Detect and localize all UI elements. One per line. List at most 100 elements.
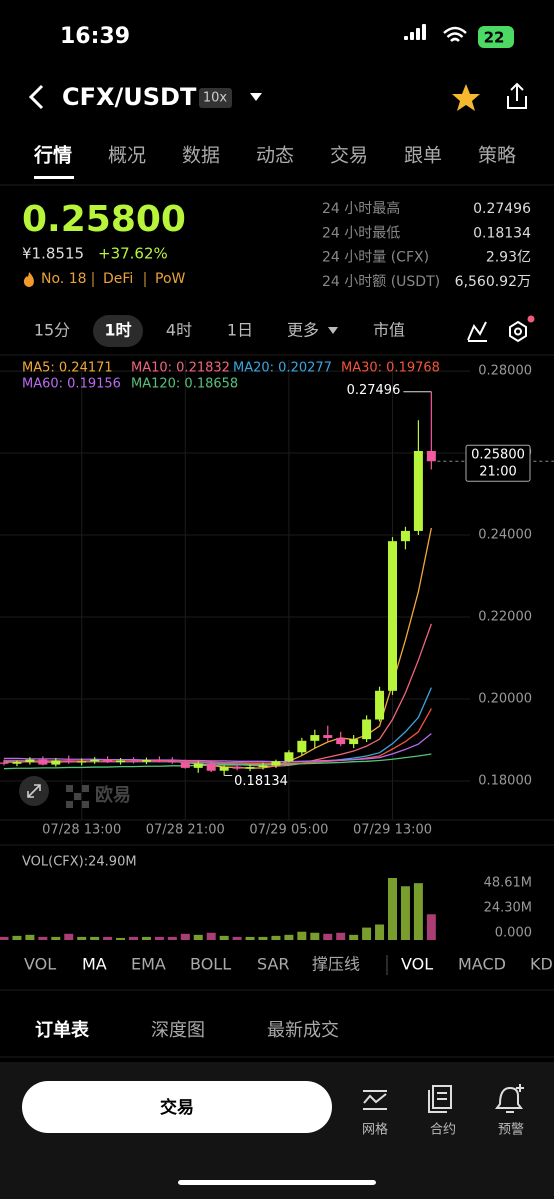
volume-bar [193,934,203,940]
indicator-icon[interactable] [467,321,487,342]
legend-entry: MA60: 0.19156 [22,377,121,392]
x-tick-label: 07/28 21:00 [146,823,225,838]
volume-tick-label: 24.30M [484,900,532,915]
trade-button-label[interactable]: 交易 [160,1097,194,1118]
volume-bar [51,936,61,940]
coin-tag: PoW [155,271,186,287]
candle-body [426,451,436,462]
nav-tab[interactable]: 交易 [330,145,368,167]
candle-body [323,735,333,738]
ma-line [3,753,432,770]
favorite-star[interactable] [452,84,480,111]
nav-tab[interactable]: 策略 [478,145,516,167]
candle-body [271,761,281,766]
wifi-icon [443,26,467,42]
indicator-tab[interactable]: EMA [131,955,166,974]
volume-bar [400,886,410,940]
nav-icon[interactable] [428,1085,452,1113]
nav-icon[interactable] [363,1090,387,1110]
coin-tag: DeFi [103,271,133,287]
candle-body [245,767,255,769]
interval-option[interactable]: 更多 [287,321,319,340]
indicator-tab[interactable]: SAR [257,955,290,974]
price-tag-countdown: 21:00 [479,465,516,480]
section-tab[interactable]: 订单表 [35,1019,90,1041]
candle-body [362,719,372,740]
watermark: 欧易 [95,784,131,806]
trade-button[interactable] [22,1081,332,1133]
nav-tab[interactable]: 概况 [108,145,146,167]
signal-bar [404,36,408,40]
candle-body [297,740,307,753]
indicator-tab[interactable]: 撑压线 [312,955,360,974]
battery-level: 22 [484,29,505,47]
ma-line [4,623,432,767]
candle-body [336,737,346,745]
candle-body [219,766,229,771]
volume-bar [284,934,294,940]
nav-tab[interactable]: 数据 [182,145,220,167]
nav-label[interactable]: 网格 [362,1122,388,1138]
nav-icon[interactable] [495,1084,524,1113]
interval-option[interactable]: 1日 [227,321,253,340]
notify-dot [527,315,535,323]
volume-bar [245,936,255,940]
volume-bar [323,933,333,940]
logo-block [66,785,73,792]
volume-bar [167,936,177,940]
settings-icon[interactable] [509,320,527,343]
pair-dropdown[interactable] [250,93,262,101]
back-button[interactable] [28,84,44,110]
volume-bar [271,935,281,940]
y-tick-label: 0.24000 [478,528,532,543]
interval-option[interactable]: 1时 [104,321,131,340]
candle-body [38,759,48,765]
volume-bar [362,927,372,940]
stat-value: 0.18134 [473,225,531,241]
volume-tick-label: 0.000 [495,926,532,941]
hot-icon [23,272,34,287]
interval-option[interactable]: 4时 [166,321,192,340]
section-tab[interactable]: 最新成交 [267,1020,339,1041]
section-tab[interactable]: 深度图 [151,1020,205,1041]
indicator-tab[interactable]: MA [82,955,107,974]
low-label: 0.18134 [234,774,288,789]
change-percent: +37.62% [98,245,168,263]
volume-bar [413,883,423,940]
price-tag-value: 0.25800 [471,448,525,463]
candle-body [12,762,22,764]
indicator-tab[interactable]: VOL [24,955,56,974]
indicator-tab[interactable]: VOL [401,955,433,974]
volume-bar [426,914,436,940]
nav-tab[interactable]: 动态 [256,145,294,167]
candle-body [0,762,9,764]
interval-option[interactable]: 市值 [373,321,405,340]
indicator-tab[interactable]: MACD [458,955,506,974]
indicator-tab[interactable]: BOLL [190,955,231,974]
candle-body [388,541,397,691]
interval-option[interactable]: 15分 [34,321,70,340]
legend-entry: MA120: 0.18658 [131,377,238,392]
expand-icon [27,784,41,798]
candle-body [375,690,385,720]
nav-label[interactable]: 合约 [430,1123,456,1138]
y-tick-label: 0.20000 [478,691,532,706]
share-button[interactable] [507,82,527,109]
volume-bar [310,932,320,940]
legend-entry: MA30: 0.19768 [341,361,440,376]
indicator-tab[interactable]: KD [530,955,553,974]
candle-body [180,762,190,768]
signal-bar [422,24,426,40]
volume-bar [232,936,242,940]
nav-label[interactable]: 预警 [498,1122,524,1138]
y-tick-label: 0.18000 [478,773,532,788]
volume-bar [206,932,216,940]
candle-body [413,451,423,531]
y-tick-label: 0.22000 [478,610,532,625]
nav-tab[interactable]: 跟单 [404,145,442,167]
volume-bar [116,937,126,940]
nav-tab[interactable]: 行情 [33,144,72,167]
signal-bar [410,32,414,40]
volume-bar [219,935,229,940]
